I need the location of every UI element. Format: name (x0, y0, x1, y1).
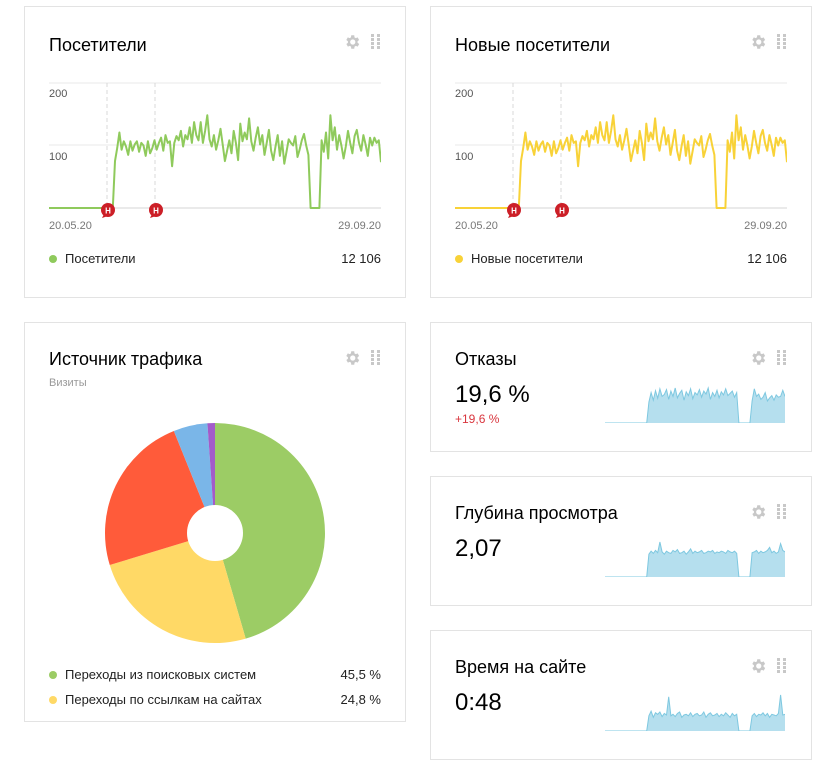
legend-color-dot (455, 254, 463, 263)
legend-total: 12 106 (341, 251, 381, 266)
event-marker-icon[interactable]: Н (101, 203, 115, 218)
card-tools (749, 657, 787, 675)
sparkline-area (605, 694, 785, 731)
gear-icon[interactable] (749, 349, 767, 367)
legend-total: 12 106 (747, 251, 787, 266)
metric-value: 2,07 (455, 535, 502, 562)
sparkline-area (605, 542, 785, 577)
card-tools (749, 503, 787, 521)
pie-slice[interactable] (173, 423, 215, 533)
visitors-chart: 200 100 Н Н 20.05.20 29.09.20 (49, 82, 381, 232)
drag-handle-icon[interactable] (371, 34, 381, 50)
x-axis-end-date: 29.09.20 (338, 220, 381, 232)
new-visitors-card: Новые посетители 200 100 Н Н 20.05.20 29… (430, 6, 812, 298)
x-axis-end-date: 29.09.20 (744, 220, 787, 232)
drag-handle-icon[interactable] (777, 658, 787, 674)
event-marker-label: Н (153, 207, 159, 216)
card-tools (343, 33, 381, 51)
y-tick-label: 100 (49, 151, 67, 163)
legend-color-dot (49, 254, 57, 263)
metric-value: 0:48 (455, 689, 502, 716)
y-tick-label: 100 (455, 151, 473, 163)
card-title: Отказы (455, 349, 517, 369)
legend-item: Посетители 12 106 (49, 251, 381, 266)
gear-icon[interactable] (343, 349, 361, 367)
x-axis-start-date: 20.05.20 (455, 220, 498, 232)
event-marker-label: Н (105, 207, 111, 216)
drag-handle-icon[interactable] (777, 350, 787, 366)
visitors-card: Посетители 200 100 Н Н 20.05.20 29.09.20… (24, 6, 406, 298)
card-title: Глубина просмотра (455, 503, 618, 523)
legend-color-dot (49, 695, 57, 704)
legend-label: Переходы из поисковых систем (65, 667, 257, 682)
sparkline-line (605, 386, 785, 423)
legend-item: Новые посетители 12 106 (455, 251, 787, 266)
new-visitors-chart: 200 100 Н Н 20.05.20 29.09.20 (455, 82, 787, 232)
series-line-visitors (49, 114, 381, 209)
event-marker-label: Н (559, 207, 565, 216)
legend-label: Новые посетители (471, 251, 583, 266)
legend-item: Переходы из поисковых систем 45,5 % (49, 667, 381, 682)
gear-icon[interactable] (749, 503, 767, 521)
metric-delta: +19,6 % (455, 412, 500, 426)
event-marker-label: Н (511, 207, 517, 216)
bounces-card: Отказы 19,6 % +19,6 % (430, 322, 812, 452)
legend-color-dot (49, 670, 57, 679)
card-title: Посетители (49, 35, 147, 55)
card-title: Источник трафика (49, 349, 203, 369)
legend-value: 45,5 % (340, 667, 381, 682)
depth-card: Глубина просмотра 2,07 (430, 476, 812, 606)
drag-handle-icon[interactable] (777, 34, 787, 50)
card-title: Время на сайте (455, 657, 587, 677)
y-tick-label: 200 (49, 88, 67, 100)
legend-item: Переходы по ссылкам на сайтах 24,8 % (49, 692, 381, 707)
traffic-source-card: Источник трафика Визиты Переходы из поис… (24, 322, 406, 722)
series-line-new-visitors (455, 114, 787, 209)
sparkline-area (605, 388, 785, 423)
gear-icon[interactable] (749, 33, 767, 51)
legend-label: Переходы по ссылкам на сайтах (65, 692, 262, 707)
card-subtitle: Визиты (49, 377, 87, 389)
gear-icon[interactable] (749, 657, 767, 675)
x-axis-start-date: 20.05.20 (49, 220, 92, 232)
drag-handle-icon[interactable] (371, 350, 381, 366)
y-tick-label: 200 (455, 88, 473, 100)
traffic-source-pie-chart (104, 423, 325, 643)
sparkline (605, 541, 785, 577)
sparkline-line (605, 541, 785, 577)
card-tools (749, 33, 787, 51)
pie-slice[interactable] (215, 423, 325, 639)
event-marker-icon[interactable]: Н (555, 203, 569, 218)
legend-value: 24,8 % (340, 692, 381, 707)
card-title: Новые посетители (455, 35, 611, 55)
gear-icon[interactable] (343, 33, 361, 51)
legend-label: Посетители (65, 251, 136, 266)
card-tools (343, 349, 381, 367)
event-marker-icon[interactable]: Н (507, 203, 521, 218)
card-tools (749, 349, 787, 367)
drag-handle-icon[interactable] (777, 504, 787, 520)
pie-center-hole (187, 505, 243, 561)
event-marker-icon[interactable]: Н (149, 203, 163, 218)
time-on-site-card: Время на сайте 0:48 (430, 630, 812, 760)
metric-value: 19,6 % (455, 381, 530, 408)
sparkline (605, 694, 785, 731)
sparkline (605, 386, 785, 423)
